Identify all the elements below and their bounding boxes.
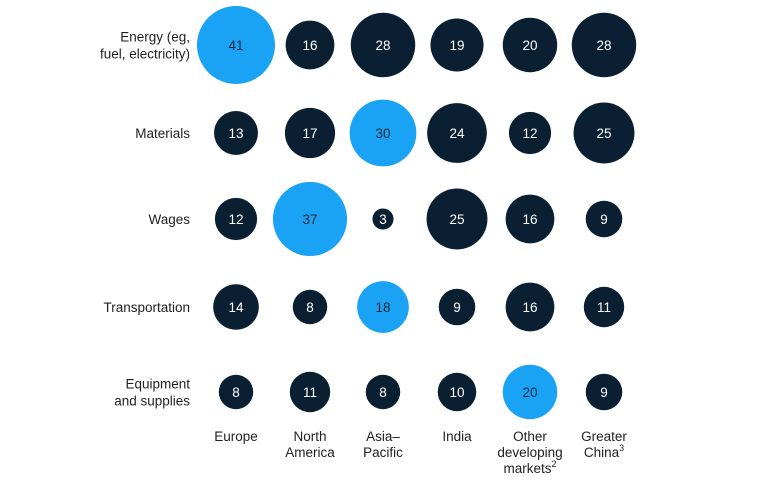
row-label-line: and supplies (114, 394, 190, 409)
bubble-value-label: 10 (449, 385, 464, 400)
bubble-value-label: 25 (596, 126, 611, 141)
column-label: India (442, 429, 472, 444)
bubble-value-label: 11 (597, 300, 611, 315)
bubble (285, 20, 335, 70)
column-label-line: markets (503, 461, 551, 476)
column-label-line: Europe (214, 429, 258, 444)
bubble-value-label: 9 (600, 212, 608, 227)
bubble (214, 197, 258, 241)
bubble (284, 107, 336, 159)
bubble-value-label: 9 (453, 300, 461, 315)
column-label-line: Pacific (363, 445, 403, 460)
column-label-line: China (584, 445, 620, 460)
column-label-line: North (293, 429, 326, 444)
column-label-line: India (442, 429, 472, 444)
column-label-line: Other (513, 429, 547, 444)
bubble-value-label: 8 (379, 385, 387, 400)
bubble-value-label: 19 (449, 38, 464, 53)
column-label-line: Greater (581, 429, 627, 444)
bubble (292, 289, 328, 325)
row-label: Transportation (103, 300, 190, 315)
bubble-value-label: 24 (449, 126, 465, 141)
footnote-marker: 2 (552, 459, 557, 469)
bubble-value-label: 8 (232, 385, 240, 400)
column-label: Europe (214, 429, 258, 444)
bubble-value-label: 9 (600, 385, 608, 400)
row-label-line: Energy (eg, (120, 30, 190, 45)
bubble (438, 288, 476, 326)
bubble (350, 12, 416, 78)
row-label-line: Transportation (103, 300, 190, 315)
column-label: North America (285, 429, 335, 460)
bubble (505, 194, 555, 244)
bubble (349, 99, 417, 167)
bubble-value-label: 16 (302, 38, 317, 53)
bubble-value-label: 12 (228, 212, 243, 227)
column-label: Other developing markets2 (497, 429, 562, 476)
column-label-line: developing (497, 445, 562, 460)
footnote-marker: 3 (619, 443, 624, 453)
bubble-value-label: 37 (302, 212, 317, 227)
bubble (218, 374, 254, 410)
bubble (585, 200, 623, 238)
bubble-value-label: 13 (228, 126, 243, 141)
bubble (585, 373, 623, 411)
bubble (502, 364, 558, 420)
bubble-value-label: 16 (522, 212, 537, 227)
row-label: Equipment and supplies (114, 377, 190, 409)
bubble (372, 208, 394, 230)
bubble (505, 282, 555, 332)
bubble-value-label: 30 (375, 126, 390, 141)
bubble (508, 111, 552, 155)
bubble (214, 111, 258, 155)
bubble-value-label: 17 (302, 126, 317, 141)
bubble-value-label: 18 (375, 300, 390, 315)
bubble (197, 6, 275, 84)
bubble-value-label: 20 (522, 385, 537, 400)
bubble-value-label: 8 (306, 300, 314, 315)
bubble (430, 18, 484, 72)
bubble-value-label: 14 (228, 300, 244, 315)
bubble (437, 372, 477, 412)
row-label: Materials (135, 126, 190, 141)
bubble-value-label: 25 (449, 212, 464, 227)
bubble-value-label: 28 (375, 38, 390, 53)
column-label-line: America (285, 445, 335, 460)
bubble (571, 12, 637, 78)
bubble-value-label: 12 (522, 126, 537, 141)
row-label: Wages (148, 212, 190, 227)
row-label-line: Wages (148, 212, 190, 227)
bubble-value-label: 28 (596, 38, 611, 53)
bubble (583, 286, 625, 328)
row-label-line: Materials (135, 126, 190, 141)
bubble-value-label: 41 (228, 38, 243, 53)
bubble-value-label: 11 (303, 385, 317, 400)
bubble-value-label: 16 (522, 300, 537, 315)
column-label-line: Asia– (366, 429, 400, 444)
bubble (427, 103, 487, 163)
bubble (426, 188, 488, 250)
bubble (357, 281, 409, 333)
bubble (272, 181, 348, 257)
column-label: Asia– Pacific (363, 429, 403, 460)
bubble (365, 374, 401, 410)
bubble-value-label: 3 (379, 212, 387, 227)
bubble (573, 102, 635, 164)
column-label: Greater China3 (581, 429, 627, 460)
row-label-line: Equipment (125, 377, 190, 392)
row-label: Energy (eg, fuel, electricity) (100, 30, 190, 62)
row-label-line: fuel, electricity) (100, 47, 190, 62)
bubble-value-label: 20 (522, 38, 537, 53)
bubble (213, 284, 259, 330)
bubble (502, 17, 558, 73)
bubble (289, 371, 331, 413)
